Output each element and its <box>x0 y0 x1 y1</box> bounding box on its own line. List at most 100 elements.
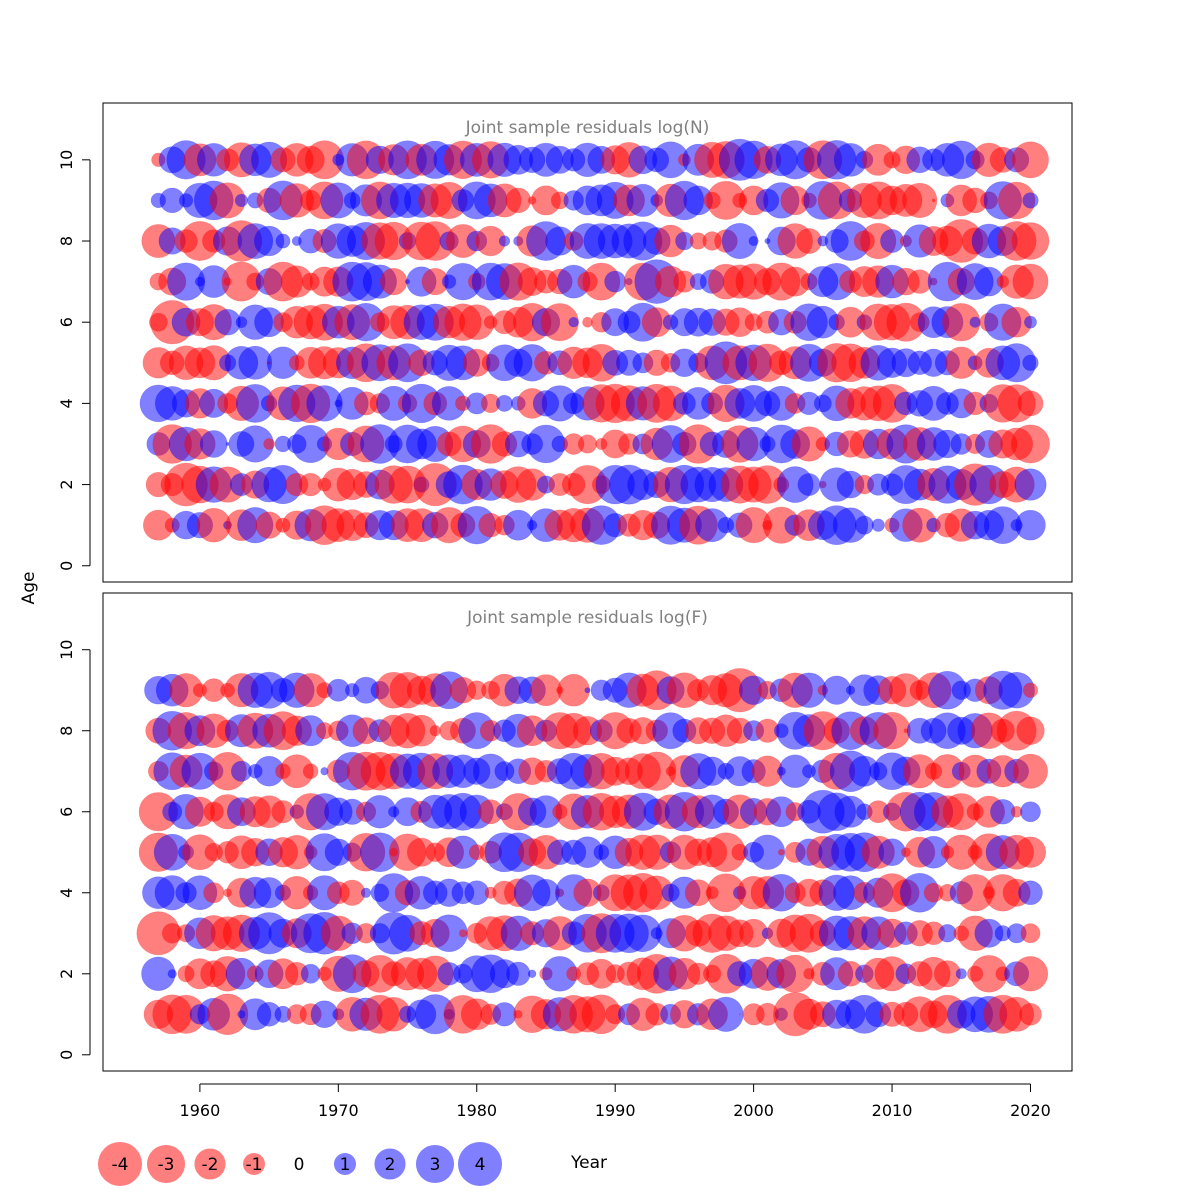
bubble-residual <box>1015 509 1046 541</box>
x-axis-label: Year <box>570 1153 607 1173</box>
bubble-residual <box>1020 801 1041 823</box>
bubble-residual <box>1011 424 1050 464</box>
legend-bubble <box>415 1144 455 1184</box>
x-tick-label: 2020 <box>1010 1101 1051 1120</box>
legend-label: -1 <box>246 1155 263 1175</box>
bubble-residual <box>1019 1002 1042 1026</box>
panel-log-n: Joint sample residuals log(N) 0 2 4 6 8 10 <box>57 102 1073 583</box>
y-tick-label: 2 <box>57 479 76 489</box>
bubble-residual <box>738 1013 741 1016</box>
legend-bubble <box>146 1144 186 1184</box>
bubble-residual <box>797 473 821 496</box>
bubble-residual <box>777 848 785 856</box>
bubble-residual <box>584 687 591 694</box>
bubble-residual <box>1012 956 1049 992</box>
bubble-residual <box>1012 753 1048 789</box>
y-tick-label: 10 <box>57 640 76 660</box>
x-tick-label: 1970 <box>318 1101 359 1120</box>
bubble-residual <box>1020 923 1041 944</box>
bubble-residual <box>1017 390 1044 417</box>
y-axis: 0 2 4 6 8 10 <box>57 640 91 1060</box>
bubble-residual <box>568 316 579 328</box>
bubble-residual <box>969 316 981 328</box>
x-axis: 1960 1970 1980 1990 2000 2010 2020 <box>180 1083 1051 1120</box>
bubble-residual <box>527 969 537 978</box>
bubble-residual <box>1012 141 1049 179</box>
y-tick-label: 0 <box>57 561 76 571</box>
legend-bubble <box>458 1142 502 1186</box>
legend-label: 3 <box>430 1155 441 1175</box>
bubble-residual <box>1018 880 1043 906</box>
bubble-residual <box>360 887 372 898</box>
x-tick-label: 1980 <box>456 1101 497 1120</box>
bubble-residual <box>275 233 291 249</box>
bubble-residual <box>203 882 225 904</box>
bubble-residual <box>749 834 786 870</box>
y-tick-label: 8 <box>57 726 76 736</box>
legend-label: -3 <box>158 1155 175 1175</box>
legend-item: 2 <box>374 1148 406 1180</box>
bubble-residual <box>167 969 177 979</box>
panel-title: Joint sample residuals log(F) <box>466 608 708 628</box>
legend-bubble <box>194 1148 226 1180</box>
bubble-residual <box>1024 315 1037 329</box>
legend-item: 3 <box>415 1144 455 1184</box>
legend-item: 4 <box>458 1142 502 1186</box>
bubble-residual <box>498 235 511 247</box>
bubble-residual <box>495 394 513 412</box>
y-tick-label: 4 <box>57 398 76 408</box>
bubble-residual <box>505 187 532 214</box>
bubble-residual <box>380 267 408 296</box>
legend-bubble <box>334 1153 356 1175</box>
legend-bubble <box>374 1148 406 1180</box>
legend-item: 0 <box>294 1155 305 1175</box>
bubble-residual <box>1014 468 1047 501</box>
bubble-residual <box>1022 192 1039 209</box>
bubble-residual <box>506 961 531 986</box>
bubbles <box>136 668 1049 1037</box>
bubble-residual <box>492 1002 517 1027</box>
y-tick-label: 10 <box>57 150 76 170</box>
bubble-residual <box>604 270 627 293</box>
legend-label: 4 <box>475 1155 486 1175</box>
legend-item: -3 <box>146 1144 186 1184</box>
panel-title: Joint sample residuals log(N) <box>465 118 710 138</box>
x-tick-label: 1990 <box>595 1101 636 1120</box>
legend-label: 0 <box>294 1155 305 1175</box>
bubble-residual <box>1016 716 1045 745</box>
legend-item: 1 <box>334 1153 356 1175</box>
y-tick-label: 8 <box>57 236 76 246</box>
bubble-residual <box>1014 836 1047 868</box>
y-tick-label: 6 <box>57 807 76 817</box>
legend-item: -1 <box>243 1153 265 1175</box>
bubble-residual <box>263 438 275 450</box>
bubble-residual <box>1012 263 1049 300</box>
legend-bubble <box>98 1142 142 1186</box>
legend-label: -2 <box>202 1155 219 1175</box>
bubble-residual <box>577 434 598 454</box>
bubble-residual <box>931 198 936 203</box>
legend-label: 1 <box>340 1155 351 1175</box>
bubbles <box>139 138 1050 546</box>
legend: -4 -3 -2 -1 0 1 2 3 4 <box>98 1142 502 1186</box>
y-tick-label: 2 <box>57 969 76 979</box>
bubble-residual <box>902 182 938 219</box>
legend-bubble <box>243 1153 265 1175</box>
panel-log-f: Joint sample residuals log(F) 0 2 4 6 8 10 <box>57 592 1073 1072</box>
panel-frame <box>102 102 1073 583</box>
x-tick-label: 1960 <box>180 1101 221 1120</box>
legend-item: -4 <box>98 1142 142 1186</box>
bubble-residual <box>302 763 319 779</box>
legend-label: 2 <box>385 1155 396 1175</box>
y-axis: 0 2 4 6 8 10 <box>57 150 91 571</box>
bubble-residual <box>234 193 249 208</box>
bubble-residual <box>871 518 885 532</box>
bubble-residual <box>1011 222 1050 260</box>
y-tick-label: 0 <box>57 1050 76 1060</box>
y-tick-label: 6 <box>57 317 76 327</box>
y-axis-label: Age <box>19 572 39 605</box>
x-tick-label: 2000 <box>733 1101 774 1120</box>
bubble-residual <box>429 725 441 737</box>
bubble-residual <box>582 316 593 328</box>
